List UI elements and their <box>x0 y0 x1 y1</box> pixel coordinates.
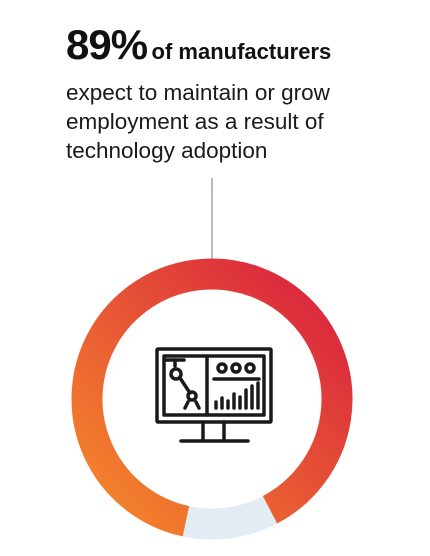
sub-line-2: employment as a result of <box>66 109 324 134</box>
big-stat: 89% <box>66 21 148 68</box>
donut-slice-2 <box>182 495 278 540</box>
headline-top-line: 89% of manufacturers <box>66 22 416 78</box>
sub-line-3: technology adoption <box>66 138 268 163</box>
donut-slice-1 <box>71 258 353 537</box>
headline: 89% of manufacturers expect to maintain … <box>66 22 416 165</box>
sub-text: expect to maintain or grow employment as… <box>66 78 416 165</box>
computer-monitor-robot-arm-icon <box>155 347 273 443</box>
stat-label: of manufacturers <box>151 39 332 64</box>
donut-slices <box>71 258 353 540</box>
sub-line-1: expect to maintain or grow <box>66 80 330 105</box>
